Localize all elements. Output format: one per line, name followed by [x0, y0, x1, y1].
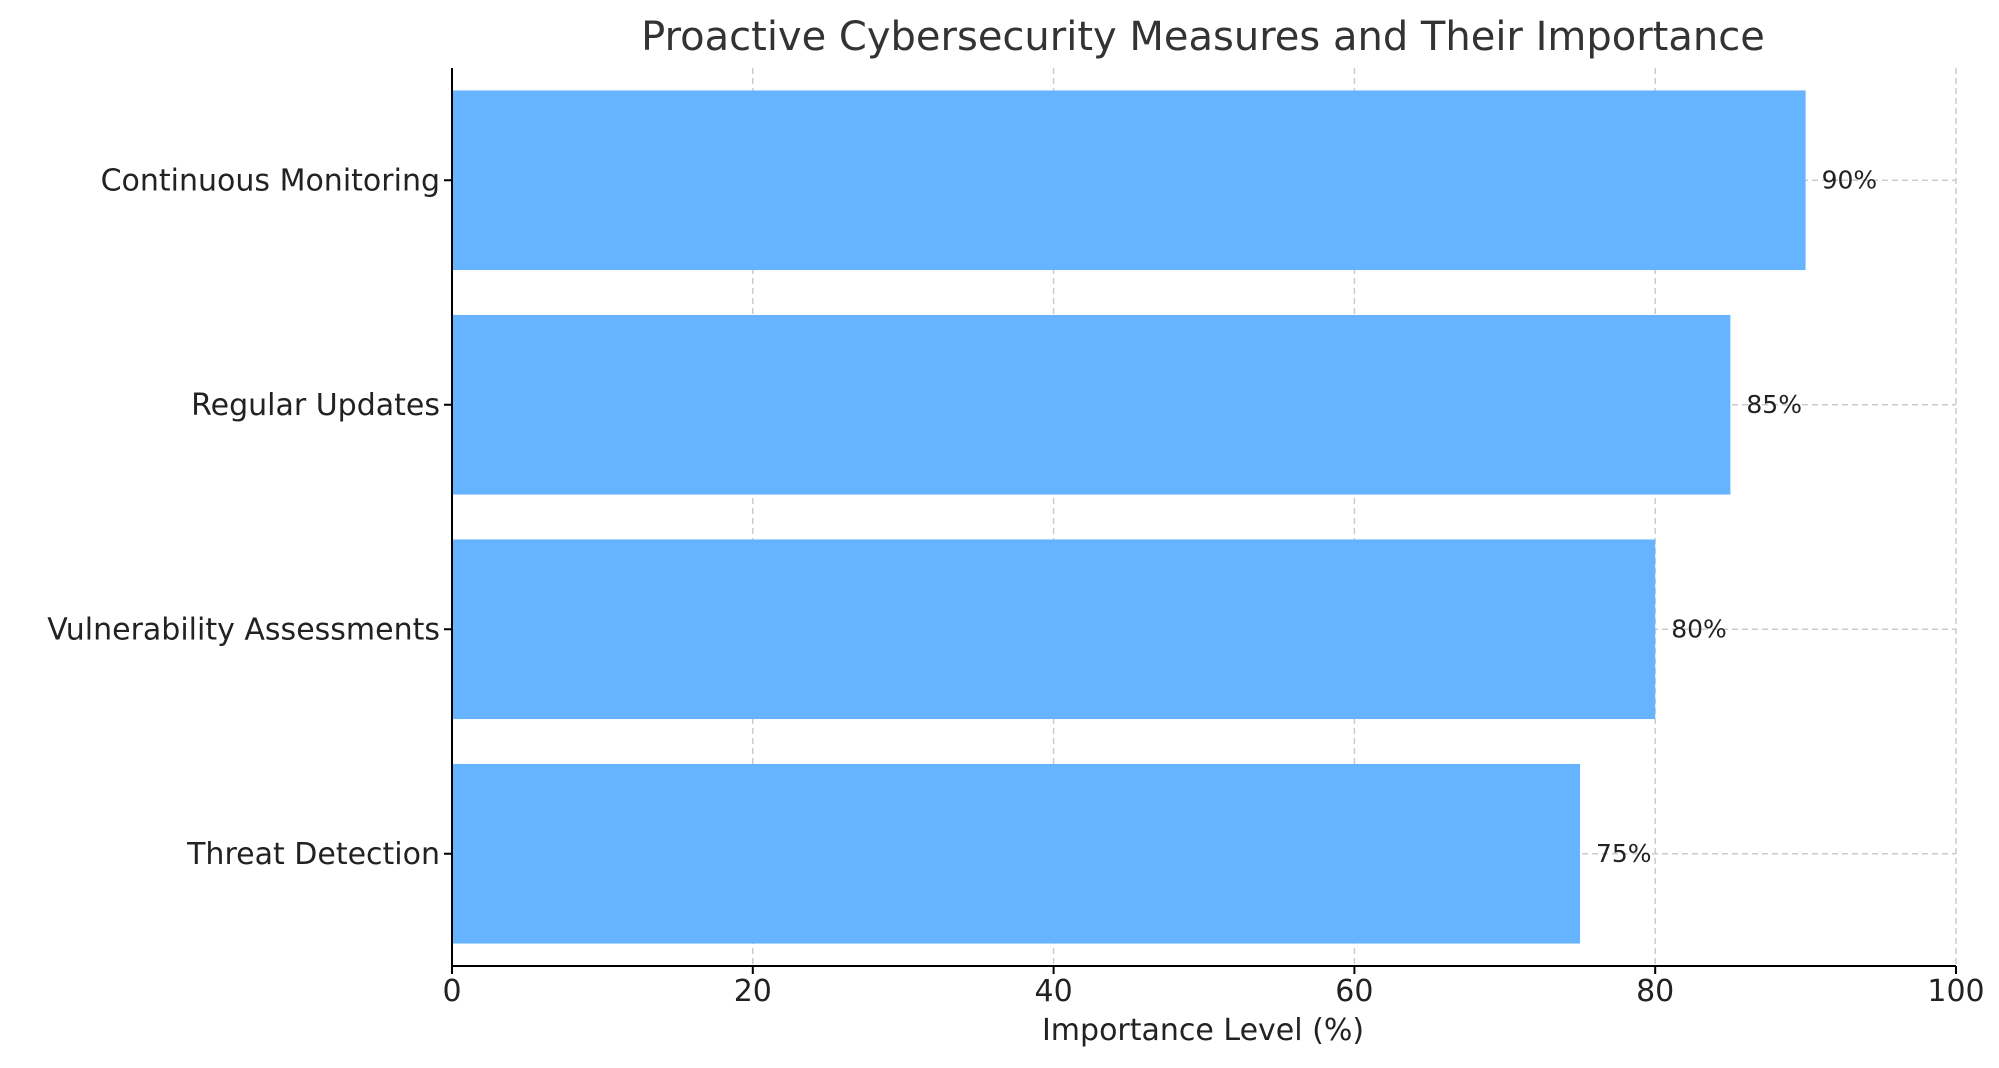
chart-title: Proactive Cybersecurity Measures and The…	[641, 14, 1765, 60]
bar-3	[452, 763, 1580, 944]
x-tick-label-5: 100	[1927, 974, 1984, 1009]
axes: Continuous Monitoring Regular Updates Vuln…	[47, 68, 1985, 1009]
data-label-1: 85%	[1746, 390, 1802, 419]
category-label-1: Regular Updates	[191, 388, 440, 423]
data-labels: 90% 85% 80% 75%	[1596, 165, 1877, 868]
data-label-3: 75%	[1596, 839, 1652, 868]
data-label-0: 90%	[1822, 165, 1878, 194]
x-tick-label-0: 0	[442, 974, 461, 1009]
data-label-2: 80%	[1671, 614, 1727, 643]
bars	[452, 90, 1806, 944]
x-tick-label-4: 80	[1636, 974, 1674, 1009]
category-label-0: Continuous Monitoring	[101, 163, 440, 198]
category-label-2: Vulnerability Assessments	[47, 612, 440, 647]
x-tick-label-2: 40	[1035, 974, 1073, 1009]
bar-2	[452, 539, 1656, 720]
bar-0	[452, 90, 1806, 271]
bar-1	[452, 314, 1731, 495]
x-tick-label-3: 60	[1335, 974, 1373, 1009]
category-label-3: Threat Detection	[186, 837, 440, 872]
x-axis-label: Importance Level (%)	[1042, 1013, 1364, 1048]
x-tick-label-1: 20	[734, 974, 772, 1009]
